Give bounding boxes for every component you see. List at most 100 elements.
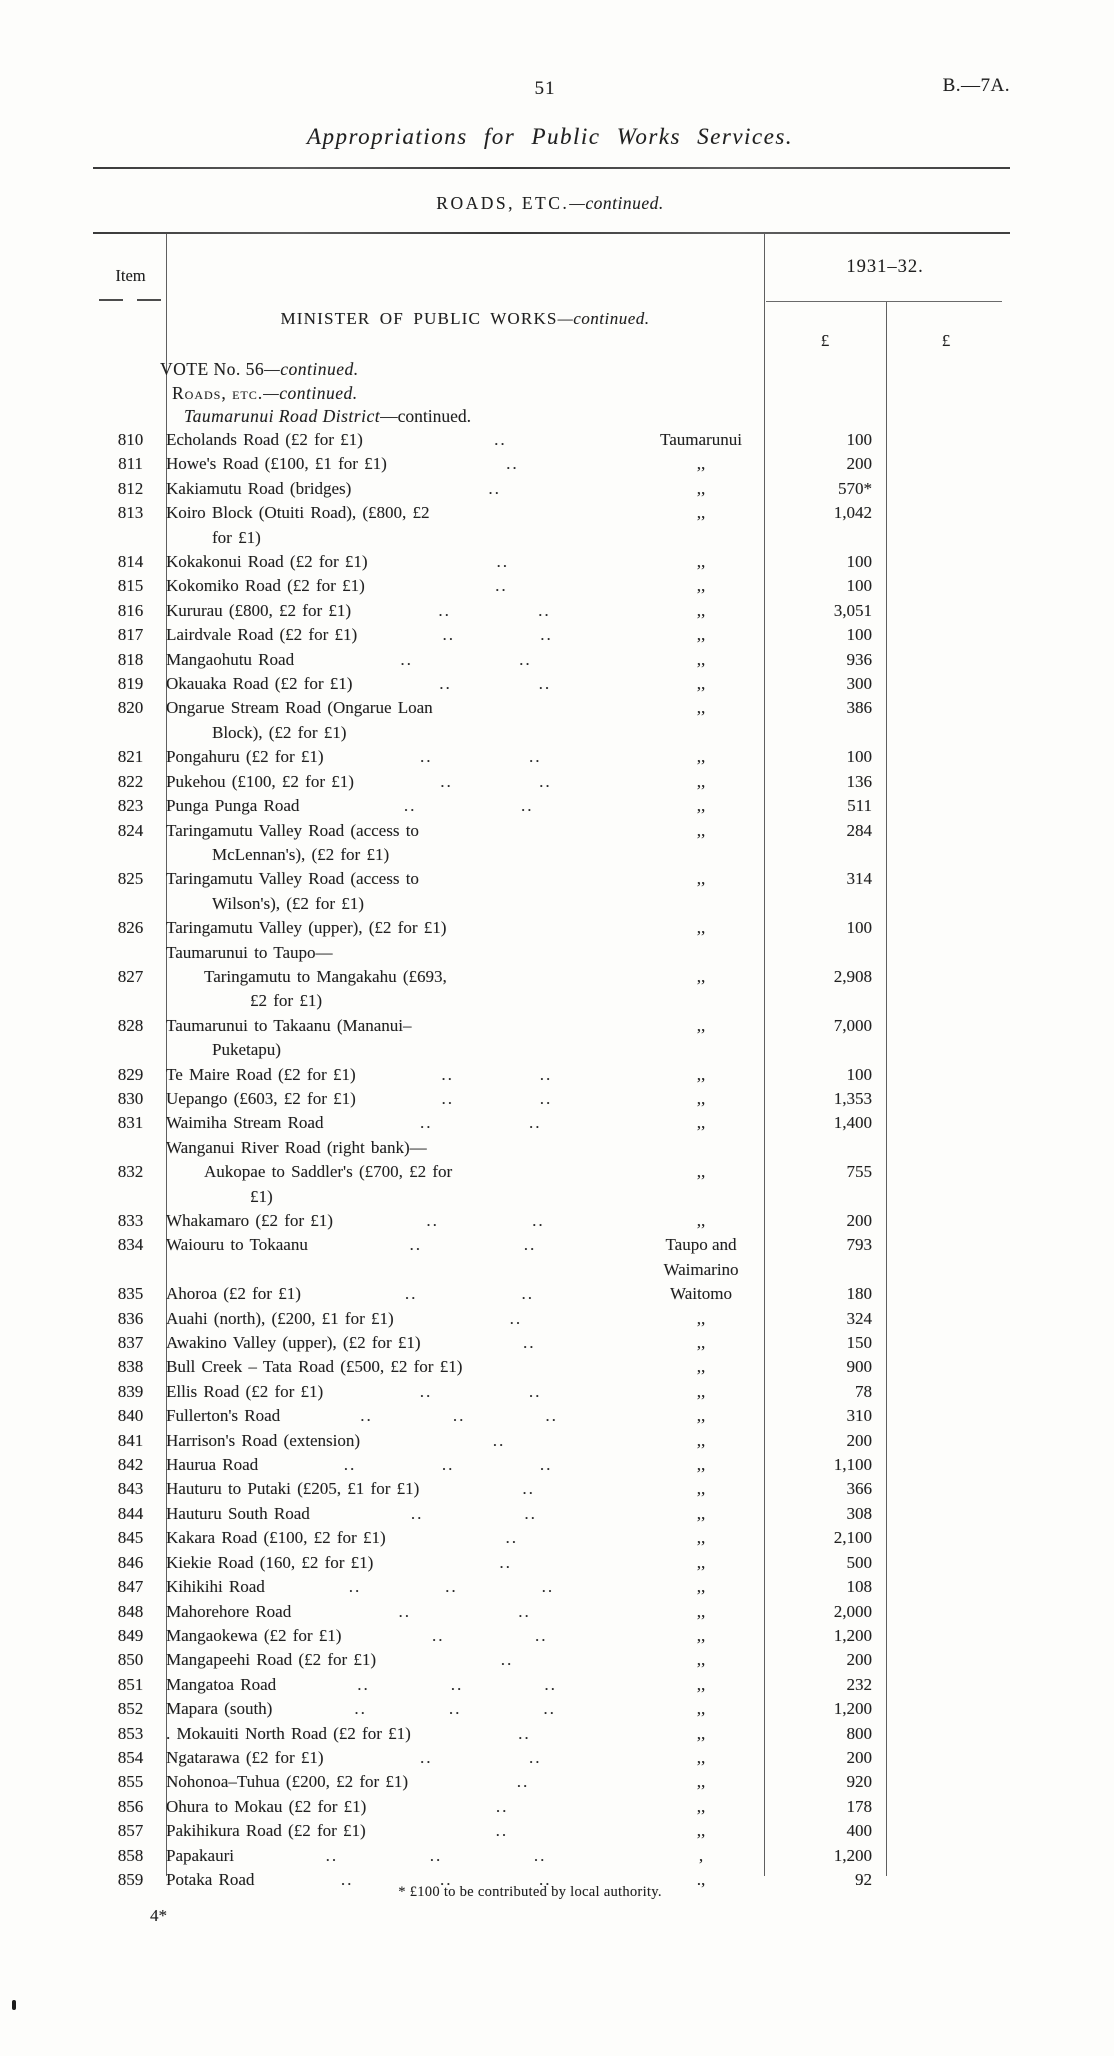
item-number: 851 — [117, 1674, 144, 1694]
road-description: Awakino Valley (upper), (£2 for £1) — [166, 1333, 421, 1353]
section-heading: ROADS, ETC.—continued. — [0, 193, 1100, 214]
table-row: 856 Ohura to Mokau (£2 for £1)..,, 178 — [95, 1795, 1006, 1819]
district-cell: ., — [696, 1869, 706, 1889]
table-row: 820 Ongarue Stream Road (Ongarue Loan Blo… — [95, 696, 1006, 745]
dot-leaders: .. — [516, 1772, 530, 1792]
amount-1931-32: 100 — [846, 576, 873, 596]
amount-1931-32: 3,051 — [833, 600, 872, 620]
description-cell: Mangaokewa (£2 for £1)....,, — [166, 1624, 764, 1648]
description-cell: Pukehou (£100, £2 for £1)....,, — [166, 770, 764, 794]
table-row: 849 Mangaokewa (£2 for £1)....,, 1,200 — [95, 1624, 1006, 1648]
dot-leaders: .... — [420, 1747, 542, 1767]
description-cell: Waimiha Stream Road....,, — [166, 1111, 764, 1135]
district-cell: Waitomo — [670, 1284, 732, 1304]
description-cell: Harrison's Road (extension)..,, — [166, 1429, 764, 1453]
table-row: 817 Lairdvale Road (£2 for £1)....,, 100 — [95, 623, 1006, 647]
table-row: 830 Uepango (£603, £2 for £1)....,, 1,353 — [95, 1087, 1006, 1111]
description-cell: Kururau (£800, £2 for £1)....,, — [166, 599, 764, 623]
road-description: Ahoroa (£2 for £1) — [166, 1284, 301, 1304]
road-description: Uepango (£603, £2 for £1) — [166, 1088, 356, 1108]
amount-1931-32: 178 — [846, 1796, 873, 1816]
description-cell: Ahoroa (£2 for £1).... Waitomo — [166, 1282, 764, 1306]
road-description: Potaka Road — [166, 1869, 255, 1889]
district-cell: ,, — [696, 454, 706, 474]
district-cell: ,, — [696, 1796, 706, 1816]
description-cell: Punga Punga Road....,, — [166, 794, 764, 818]
district-cell: ,, — [696, 1211, 706, 1230]
dot-leaders: .... — [439, 674, 552, 694]
amount-1931-32: 300 — [846, 674, 873, 694]
minister-heading: MINISTER OF PUBLIC WORKS—continued. — [166, 309, 764, 329]
road-description: Wanganui River Road (right bank)— — [166, 1137, 427, 1157]
table-row: 837 Awakino Valley (upper), (£2 for £1)..… — [95, 1331, 1006, 1355]
item-number: 830 — [117, 1088, 144, 1108]
table-row: 839 Ellis Road (£2 for £1)....,, 78 — [95, 1380, 1006, 1404]
district-cell: ,, — [696, 1430, 706, 1450]
item-number: 821 — [117, 747, 144, 767]
table-row: 840 Fullerton's Road......,, 310 — [95, 1404, 1006, 1428]
amount-1931-32: 920 — [846, 1772, 873, 1792]
table-row: 828 Taumarunui to Takaanu (Mananui– Puket… — [95, 1014, 1006, 1063]
table-row: 854 Ngatarawa (£2 for £1)....,, 200 — [95, 1746, 1006, 1770]
description-cell: Mangatoa Road......,, — [166, 1673, 764, 1697]
amount-1931-32: 400 — [846, 1821, 873, 1841]
item-column-header: Item — [115, 266, 146, 285]
dot-leaders: .... — [420, 747, 542, 767]
road-description: Fullerton's Road — [166, 1406, 281, 1426]
item-number: 838 — [117, 1357, 144, 1377]
vote-heading: VOTE No. 56—continued. — [160, 359, 359, 380]
road-description: Taumarunui to Takaanu (Mananui– Puketapu… — [166, 1015, 412, 1060]
description-cell: Okauaka Road (£2 for £1)....,, — [166, 672, 764, 696]
amount-1931-32: 284 — [846, 820, 873, 840]
table-row: 812 Kakiamutu Road (bridges)..,, 570* — [95, 477, 1006, 501]
description-cell: Taringamutu Valley Road (access to McLen… — [166, 819, 764, 868]
dot-leaders: .... — [438, 600, 551, 620]
table-row: 825 Taringamutu Valley Road (access to Wi… — [95, 867, 1006, 916]
district-cell: ,, — [696, 869, 706, 889]
table-row: 855 Nohonoa–Tuhua (£200, £2 for £1)..,, 92… — [95, 1770, 1006, 1794]
dot-leaders: .. — [509, 1308, 523, 1328]
description-cell: . Mokauiti North Road (£2 for £1)..,, — [166, 1722, 764, 1746]
item-number: 815 — [117, 576, 144, 596]
road-description: Hauturu to Putaki (£205, £1 for £1) — [166, 1479, 420, 1499]
table-row: 826 Taringamutu Valley (upper), (£2 for £… — [95, 916, 1006, 940]
district-cell: ,, — [696, 1162, 706, 1182]
dot-leaders: .... — [404, 1284, 534, 1304]
item-number: 817 — [117, 625, 144, 645]
district-cell: ,, — [696, 600, 706, 620]
amount-1931-32: 310 — [846, 1406, 873, 1426]
district-subheading-name: Taumarunui Road District — [184, 406, 381, 426]
district-cell: ,, — [696, 1357, 706, 1377]
road-description: Mangaohutu Road — [166, 649, 295, 669]
description-cell: Mangapeehi Road (£2 for £1)..,, — [166, 1648, 764, 1672]
district-cell: ,, — [696, 771, 706, 791]
item-number: 843 — [117, 1479, 144, 1499]
district-cell: ,, — [696, 576, 706, 596]
road-description: Pukehou (£100, £2 for £1) — [166, 771, 354, 791]
amount-1931-32: 136 — [846, 771, 873, 791]
table-row: 834 Waiouru to Tokaanu.... Taupo and Waima… — [95, 1233, 1006, 1282]
item-number: 846 — [117, 1552, 144, 1572]
dot-leaders: .. — [495, 576, 508, 596]
item-number: 820 — [117, 698, 144, 718]
district-cell: ,, — [696, 698, 706, 718]
dot-leaders: .. — [488, 478, 501, 498]
table-row: 858 Papakauri......, 1,200 — [95, 1844, 1006, 1868]
table-row: 829 Te Maire Road (£2 for £1)....,, 100 — [95, 1063, 1006, 1087]
district-cell: ,, — [696, 1650, 706, 1670]
ink-speck-artifact — [12, 2000, 16, 2010]
item-number: 856 — [117, 1796, 144, 1816]
table-row: 841 Harrison's Road (extension)..,, 200 — [95, 1429, 1006, 1453]
dot-leaders: .. — [495, 1796, 509, 1816]
year-header-underline — [766, 301, 1002, 302]
road-description: Mahorehore Road — [166, 1601, 292, 1621]
horizontal-rule-top — [93, 167, 1010, 169]
dot-leaders: .... — [409, 1235, 537, 1255]
district-cell: ,, — [696, 478, 706, 498]
item-number: 827 — [117, 966, 144, 986]
item-number: 837 — [117, 1333, 144, 1353]
item-number: 814 — [117, 552, 144, 572]
district-cell: ,, — [696, 503, 706, 523]
table-row: 835 Ahoroa (£2 for £1).... Waitomo 180 — [95, 1282, 1006, 1306]
amount-1931-32: 793 — [846, 1235, 873, 1255]
